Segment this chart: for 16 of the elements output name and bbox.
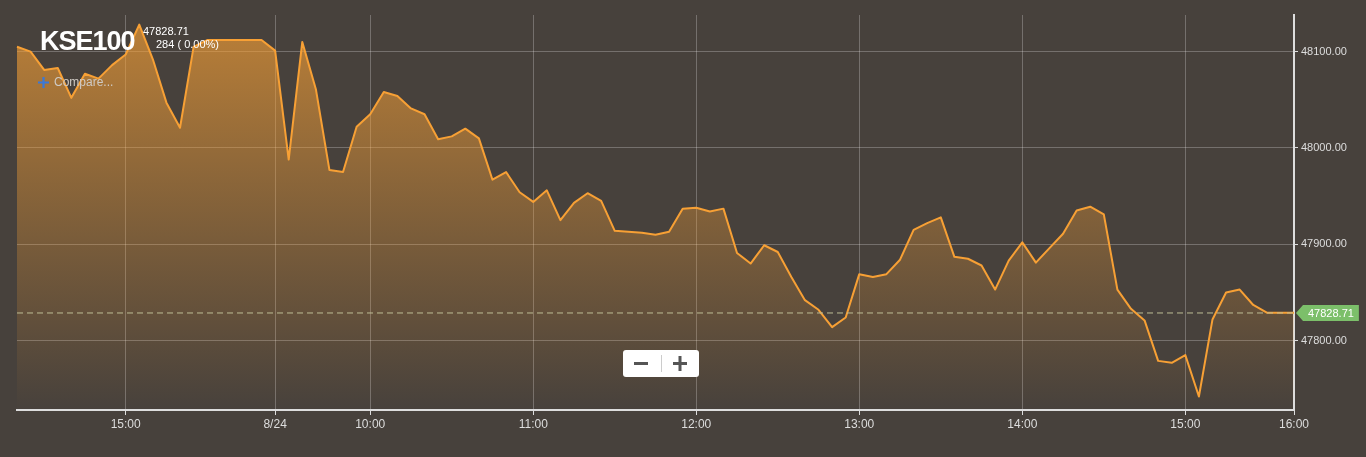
y-tick-label: 47900.00: [1301, 237, 1347, 250]
x-tick-label: 15:00: [110, 416, 142, 431]
x-tick-label: 14:00: [1007, 416, 1038, 431]
x-tick-label: 13:00: [844, 416, 875, 431]
y-tick-label: 48100.00: [1301, 44, 1347, 57]
x-tick-label: 11:00: [518, 416, 549, 431]
x-tick-label: 10:00: [355, 416, 386, 431]
x-tick-label: 12:00: [681, 416, 712, 431]
x-tick-label: 15:00: [1170, 416, 1201, 431]
annotation: 47828.71: [143, 25, 190, 38]
y-tick-label: 47800.00: [1301, 333, 1347, 346]
x-tick-label: 8/24: [263, 416, 288, 431]
annotation: 284 ( 0.00%): [155, 38, 219, 51]
y-tick-label: 48000.00: [1301, 140, 1347, 153]
x-tick-label: 16:00: [1278, 416, 1310, 431]
ref-line-label: 47828.71: [1308, 307, 1354, 320]
